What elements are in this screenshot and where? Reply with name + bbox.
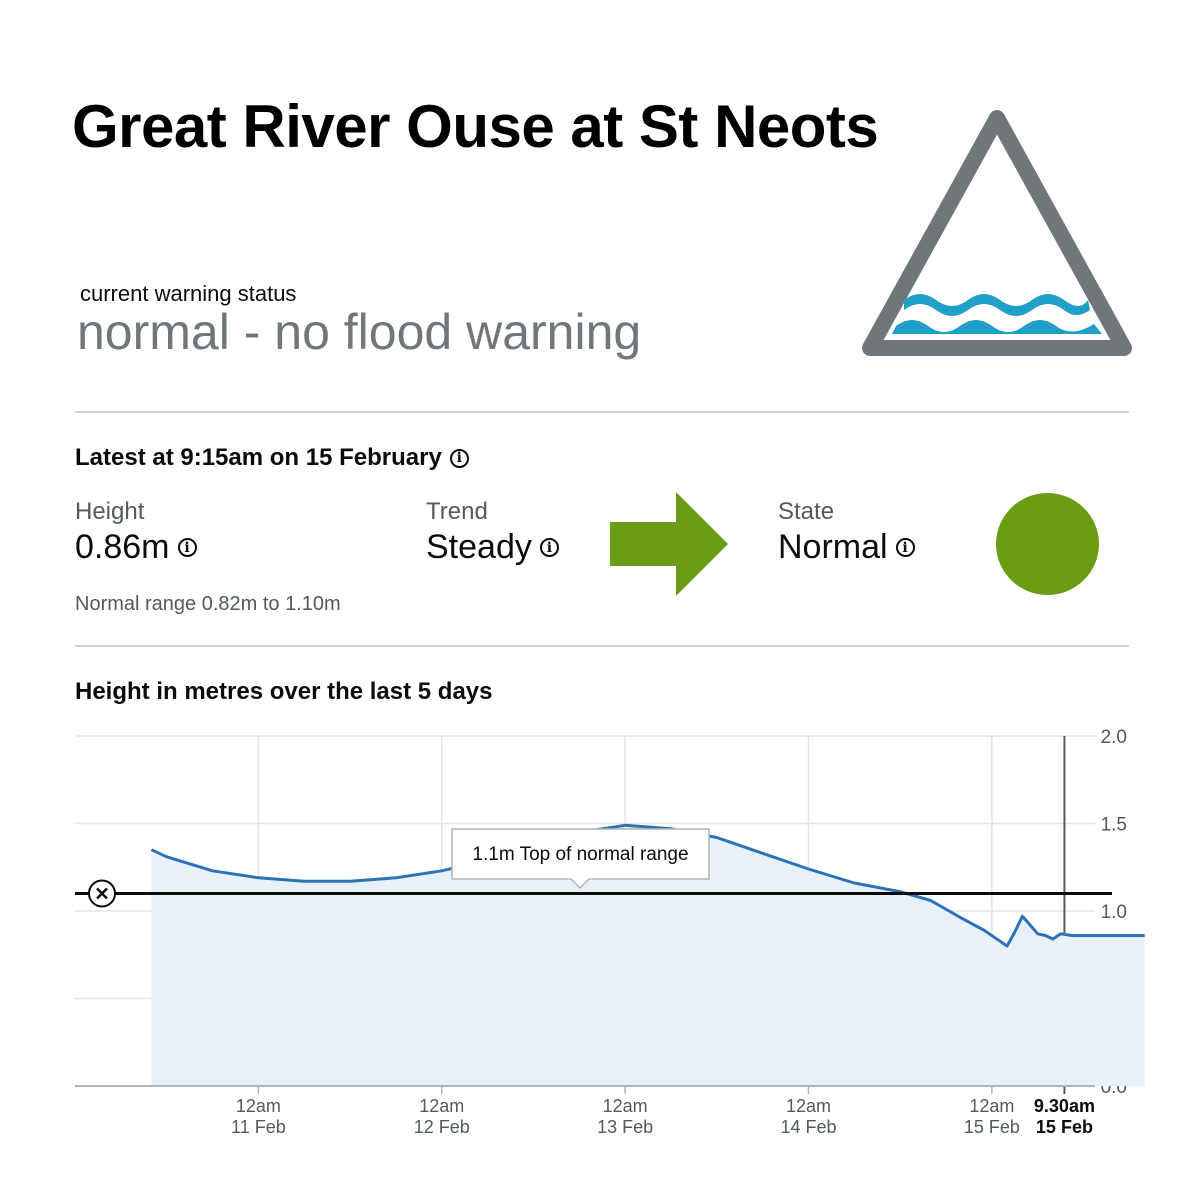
x-tick-label: 11 Feb — [231, 1117, 286, 1137]
x-tick-label: 12am — [786, 1096, 831, 1116]
height-info-icon[interactable]: i — [177, 538, 197, 557]
normal-range: Normal range 0.82m to 1.10m — [75, 593, 341, 615]
series-line — [150, 823, 1145, 948]
state-metric: Normal i — [778, 528, 915, 567]
warning-status-value: normal - no flood warning — [77, 304, 642, 360]
warning-status-label: current warning status — [80, 281, 297, 306]
y-tick-label: 1.5 — [1101, 815, 1127, 836]
x-tick-label: 12am — [969, 1096, 1014, 1116]
trend-value: Steady — [426, 528, 532, 566]
x-tick-label: 12am — [603, 1096, 648, 1116]
threshold-callout — [451, 828, 710, 890]
y-tick-label: 2.0 — [1101, 727, 1127, 748]
height-value: 0.86m — [75, 528, 170, 566]
info-icon[interactable]: i — [449, 448, 469, 468]
divider — [75, 645, 1129, 647]
close-icon-cross — [96, 887, 108, 900]
latest-heading-text: Latest at 9:15am on 15 February — [75, 444, 442, 471]
height-metric: 0.86m i — [75, 528, 197, 567]
latest-heading: Latest at 9:15am on 15 February i — [75, 444, 469, 472]
page-title: Great River Ouse at St Neots — [72, 93, 879, 160]
x-tick-label: 14 Feb — [780, 1117, 836, 1137]
x-tick-label: 12am — [419, 1096, 464, 1116]
y-tick-label: 1.0 — [1101, 902, 1127, 923]
x-tick-label: 15 Feb — [1036, 1117, 1093, 1137]
height-label: Height — [75, 498, 145, 525]
x-tick-label: 13 Feb — [597, 1117, 653, 1137]
x-tick-label: 12am — [236, 1096, 281, 1116]
right-arrow-icon — [610, 492, 728, 596]
state-value: Normal — [778, 528, 888, 566]
trend-metric: Steady i — [426, 528, 559, 567]
trend-info-icon[interactable]: i — [539, 538, 559, 557]
state-label: State — [778, 498, 835, 525]
x-tick-label: 15 Feb — [964, 1117, 1020, 1137]
threshold-label: 1.1m Top of normal range — [472, 844, 688, 865]
divider — [75, 411, 1129, 413]
series-area — [151, 825, 1145, 1086]
trend-label: Trend — [426, 498, 488, 525]
x-tick-label: 12 Feb — [414, 1117, 470, 1137]
state-info-icon[interactable]: i — [895, 538, 915, 557]
flood-warning-triangle-icon — [862, 110, 1132, 356]
x-tick-label: 9.30am — [1034, 1096, 1095, 1116]
status-dot-icon — [996, 493, 1099, 595]
chart-title: Height in metres over the last 5 days — [75, 678, 493, 705]
